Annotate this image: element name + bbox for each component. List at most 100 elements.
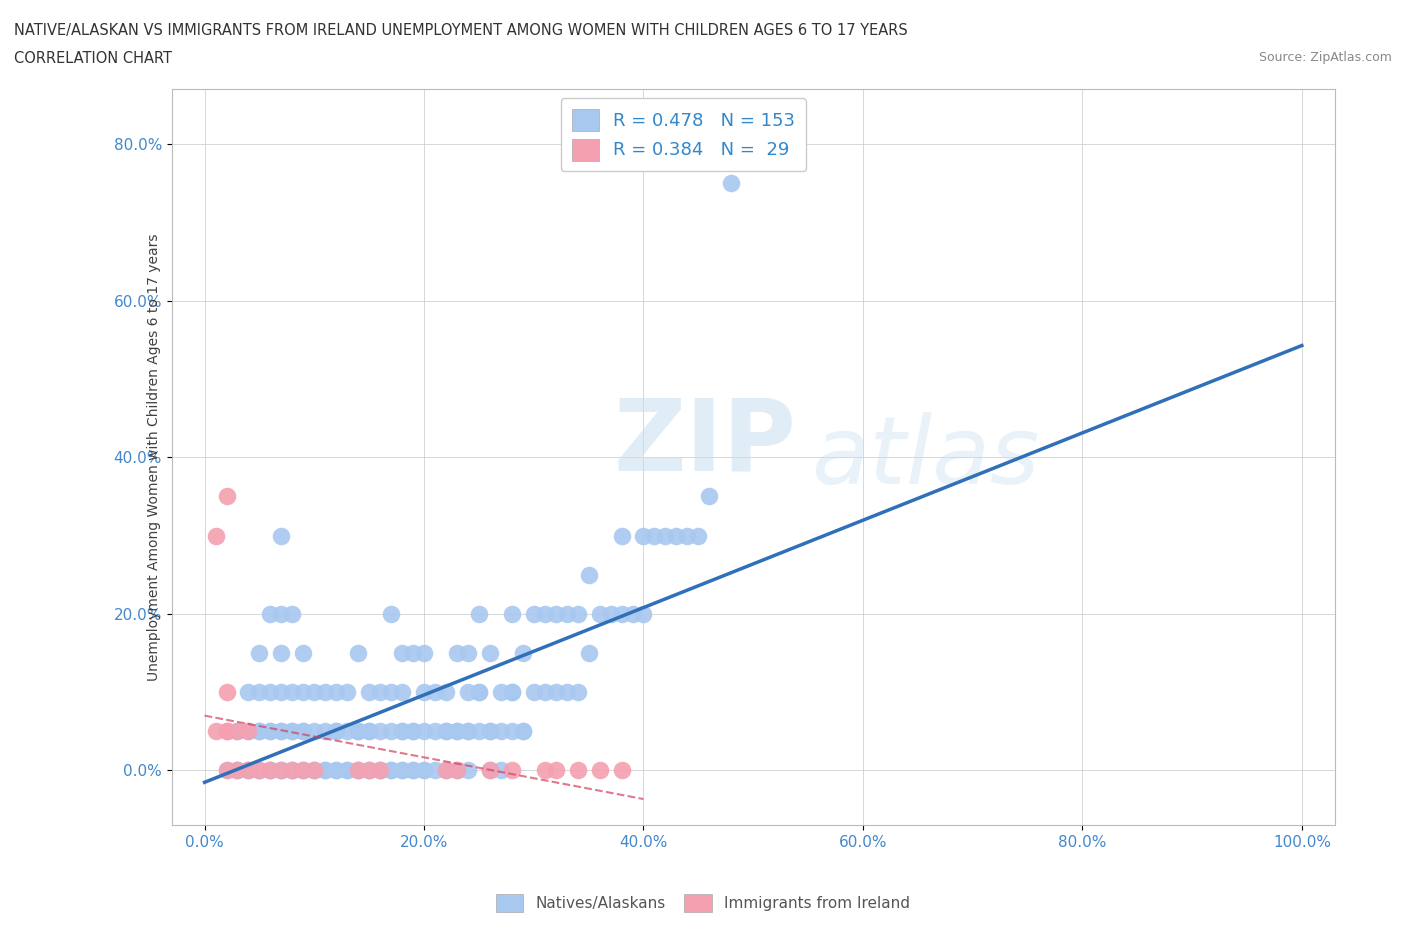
Point xyxy=(347,763,370,777)
Point xyxy=(226,763,249,777)
Point xyxy=(489,724,512,738)
Point xyxy=(633,606,655,621)
Point xyxy=(238,763,260,777)
Point xyxy=(292,645,315,660)
Point xyxy=(292,724,315,738)
Point xyxy=(368,763,391,777)
Point xyxy=(259,763,281,777)
Point xyxy=(270,645,292,660)
Point xyxy=(665,528,688,543)
Point xyxy=(249,763,271,777)
Point xyxy=(368,684,391,699)
Point xyxy=(249,684,271,699)
Point xyxy=(478,763,501,777)
Point xyxy=(347,724,370,738)
Point xyxy=(402,645,425,660)
Point xyxy=(259,724,281,738)
Point xyxy=(610,528,633,543)
Point xyxy=(368,763,391,777)
Point xyxy=(544,684,567,699)
Point xyxy=(238,684,260,699)
Point xyxy=(314,684,336,699)
Point xyxy=(281,763,304,777)
Point xyxy=(621,606,644,621)
Point xyxy=(434,684,457,699)
Point xyxy=(446,763,468,777)
Point xyxy=(292,684,315,699)
Point xyxy=(359,763,381,777)
Point xyxy=(336,724,359,738)
Point xyxy=(446,645,468,660)
Point xyxy=(434,763,457,777)
Point xyxy=(304,724,326,738)
Text: NATIVE/ALASKAN VS IMMIGRANTS FROM IRELAND UNEMPLOYMENT AMONG WOMEN WITH CHILDREN: NATIVE/ALASKAN VS IMMIGRANTS FROM IRELAN… xyxy=(14,23,908,38)
Point xyxy=(468,684,491,699)
Point xyxy=(413,763,436,777)
Point xyxy=(259,763,281,777)
Point xyxy=(292,763,315,777)
Point xyxy=(489,763,512,777)
Point xyxy=(325,763,347,777)
Point xyxy=(544,606,567,621)
Point xyxy=(249,724,271,738)
Point xyxy=(347,763,370,777)
Point xyxy=(215,724,238,738)
Point xyxy=(259,724,281,738)
Point xyxy=(226,763,249,777)
Point xyxy=(347,763,370,777)
Point xyxy=(226,763,249,777)
Text: ZIP: ZIP xyxy=(613,394,797,491)
Point xyxy=(281,763,304,777)
Point xyxy=(391,724,413,738)
Point xyxy=(413,763,436,777)
Point xyxy=(533,606,555,621)
Text: CORRELATION CHART: CORRELATION CHART xyxy=(14,51,172,66)
Point xyxy=(314,763,336,777)
Point xyxy=(215,763,238,777)
Point xyxy=(588,763,610,777)
Point xyxy=(654,528,676,543)
Point xyxy=(468,684,491,699)
Point xyxy=(380,684,402,699)
Point xyxy=(270,763,292,777)
Point xyxy=(523,606,546,621)
Point xyxy=(204,528,226,543)
Point xyxy=(478,724,501,738)
Point xyxy=(457,684,479,699)
Point xyxy=(249,763,271,777)
Point xyxy=(423,763,446,777)
Point xyxy=(434,763,457,777)
Point xyxy=(270,528,292,543)
Point xyxy=(226,724,249,738)
Point xyxy=(413,684,436,699)
Point xyxy=(610,606,633,621)
Point xyxy=(391,645,413,660)
Point xyxy=(501,684,523,699)
Point xyxy=(457,763,479,777)
Point xyxy=(359,763,381,777)
Point xyxy=(325,724,347,738)
Point xyxy=(259,763,281,777)
Point xyxy=(643,528,665,543)
Point xyxy=(567,763,589,777)
Point xyxy=(478,724,501,738)
Point xyxy=(413,724,436,738)
Point xyxy=(336,684,359,699)
Point xyxy=(259,684,281,699)
Point xyxy=(215,489,238,504)
Point xyxy=(368,763,391,777)
Point xyxy=(457,724,479,738)
Point xyxy=(523,684,546,699)
Point xyxy=(402,724,425,738)
Point xyxy=(359,763,381,777)
Point xyxy=(249,724,271,738)
Point xyxy=(238,763,260,777)
Point xyxy=(599,606,621,621)
Point xyxy=(380,763,402,777)
Point xyxy=(270,724,292,738)
Point xyxy=(457,724,479,738)
Point xyxy=(270,684,292,699)
Point xyxy=(314,724,336,738)
Point xyxy=(292,724,315,738)
Legend: R = 0.478   N = 153, R = 0.384   N =  29: R = 0.478 N = 153, R = 0.384 N = 29 xyxy=(561,99,806,171)
